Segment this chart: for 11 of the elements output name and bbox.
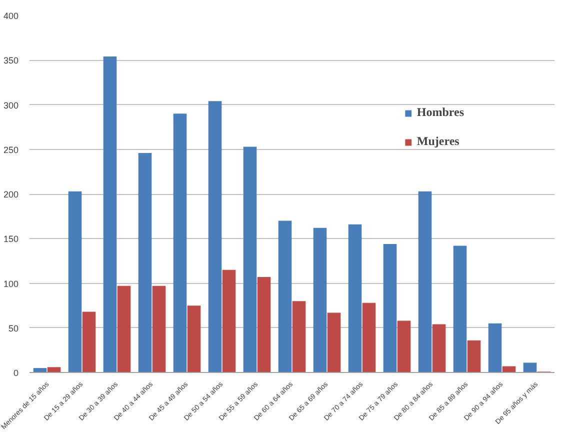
legend-label: Mujeres [416,134,460,149]
y-tick-label: 200 [3,190,19,200]
y-tick-label: 400 [3,11,19,21]
legend-label: Hombres [416,105,464,120]
y-tick-label: 100 [3,278,19,289]
y-tick-label: 50 [8,323,19,334]
y-tick-label: 150 [3,234,19,244]
y-tick-label: 300 [3,100,19,110]
y-tick-label: 0 [13,368,19,378]
y-tick-label: 350 [3,56,19,66]
y-tick-label: 250 [3,144,19,155]
